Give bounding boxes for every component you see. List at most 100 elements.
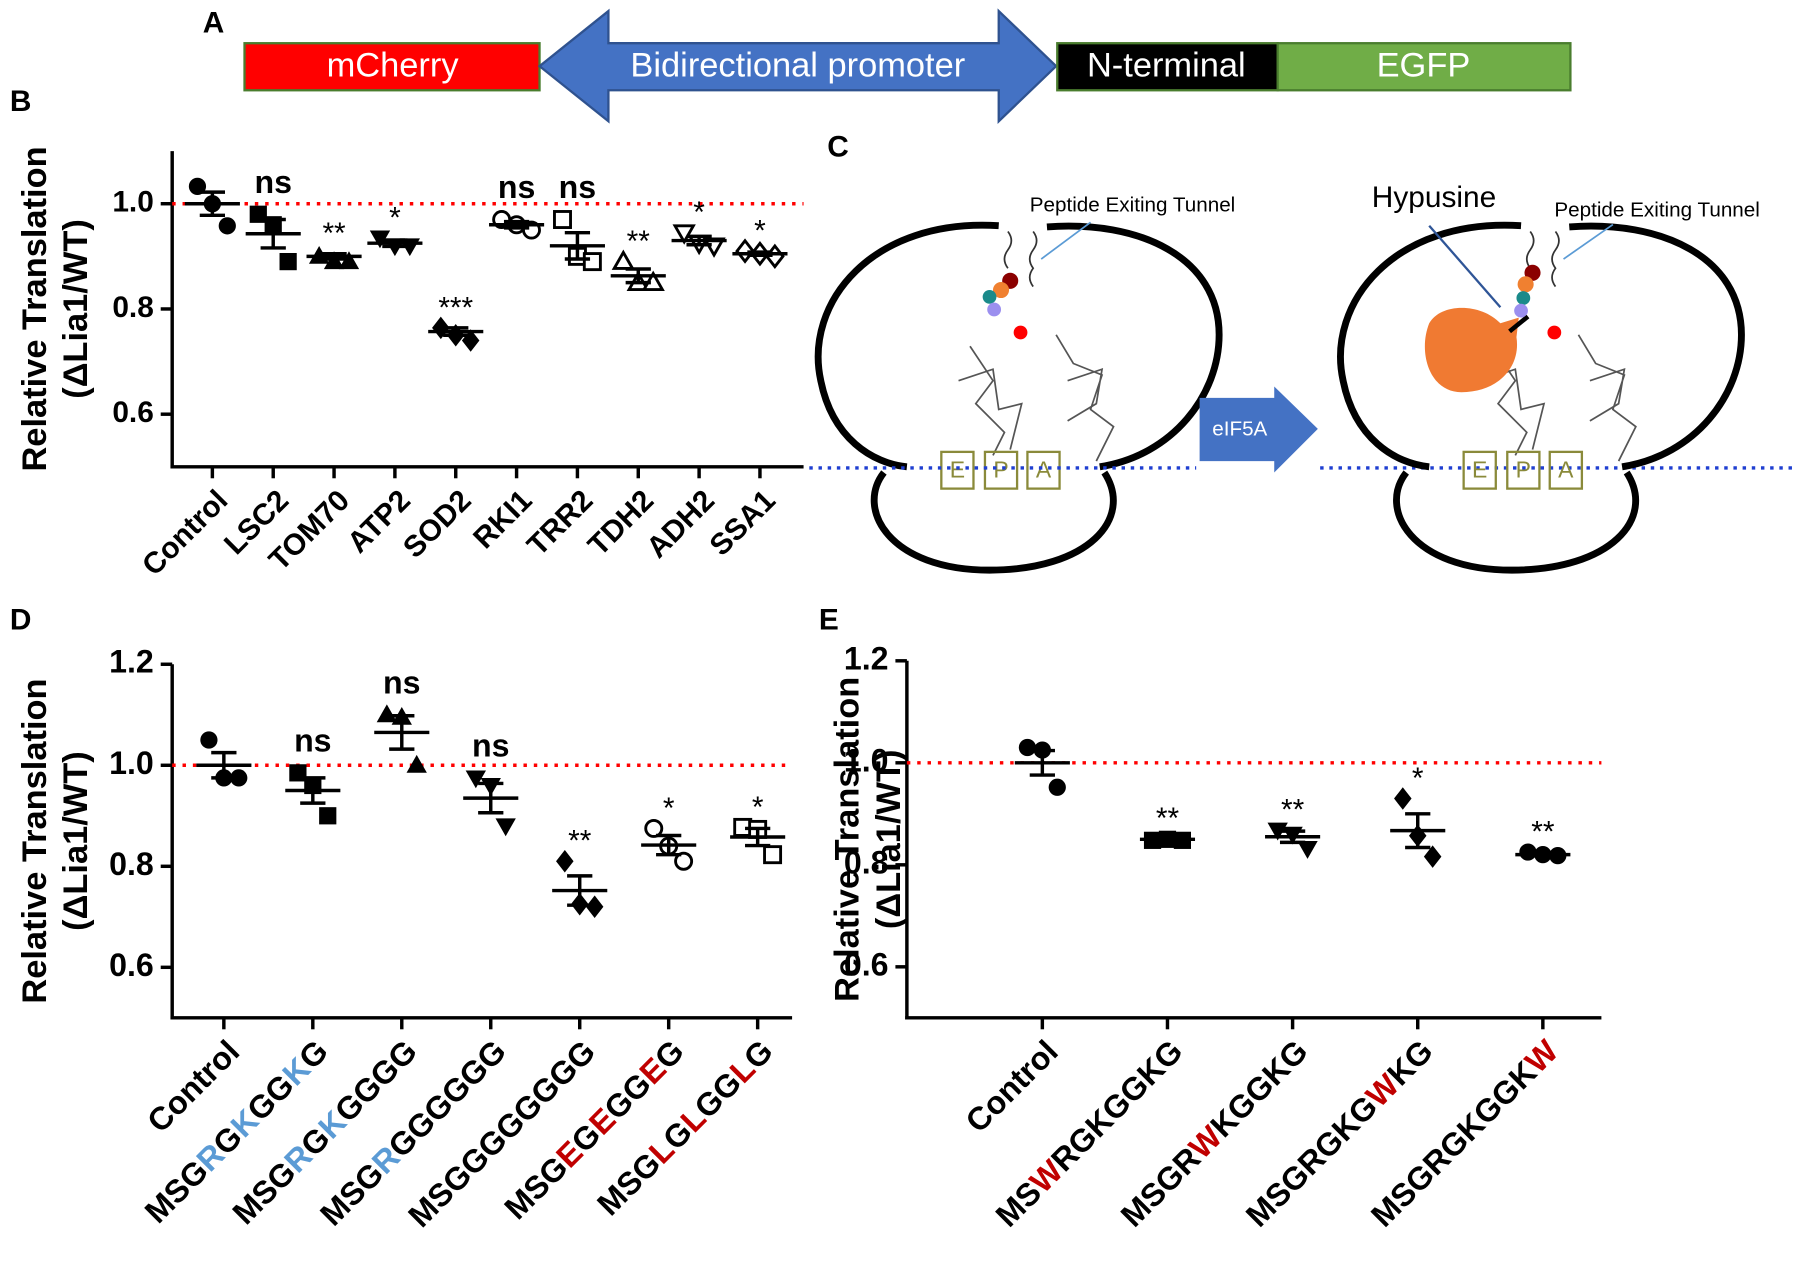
error-bar	[478, 781, 504, 815]
peptide	[1525, 230, 1560, 288]
significance-label: ns	[472, 728, 510, 764]
residue	[1547, 325, 1562, 340]
residue	[1514, 303, 1528, 318]
x-tick-label: MSWRGKGGKG	[989, 1033, 1190, 1234]
point	[218, 217, 236, 235]
residue	[982, 290, 997, 304]
point	[1297, 841, 1318, 859]
point	[582, 252, 602, 272]
residue	[1013, 325, 1028, 340]
hypusine-link	[1508, 314, 1530, 334]
point	[585, 895, 604, 918]
error-bar	[686, 234, 712, 247]
y-tick-label: 0.6	[844, 946, 889, 982]
y-tick-label: 1.2	[844, 640, 889, 676]
significance-label: **	[1156, 802, 1180, 835]
error-bar	[389, 714, 415, 751]
panel-label: D	[10, 604, 32, 637]
significance-label: *	[389, 201, 401, 234]
y-axis-label: (ΔLia1/WT)	[870, 750, 908, 930]
significance-label: ns	[254, 164, 292, 200]
egfp-box	[1276, 42, 1572, 92]
point	[465, 770, 487, 789]
point	[1394, 787, 1412, 810]
significance-label: ns	[294, 722, 331, 758]
x-tick-label: Control	[959, 1033, 1065, 1139]
mcherry-label: mCherry	[327, 46, 460, 84]
nterm-box	[1056, 42, 1279, 92]
x-tick-label: TRR2	[521, 484, 599, 562]
significance-label: **	[1281, 794, 1305, 827]
significance-label: ns	[498, 169, 536, 205]
point	[319, 807, 337, 825]
x-tick-label: SSA1	[704, 484, 782, 562]
error-bar	[1405, 812, 1431, 850]
significance-label: **	[627, 225, 651, 258]
error-bar	[321, 251, 347, 261]
large-subunit	[1337, 221, 1745, 471]
y-tick-label: 0.6	[109, 947, 154, 983]
point	[495, 818, 516, 837]
significance-label: ns	[559, 169, 597, 205]
x-tick-label: Control	[136, 484, 234, 582]
y-axis-label: Relative Translation	[16, 146, 54, 471]
panel-label: C	[827, 131, 849, 164]
significance-label: *	[1412, 762, 1424, 795]
tunnel-label: Peptide Exiting Tunnel	[1030, 194, 1236, 217]
error-bar	[199, 190, 226, 218]
trna	[958, 334, 1115, 462]
point	[763, 845, 783, 865]
eif5a-label: eIF5A	[1212, 418, 1267, 441]
panel-label: A	[203, 7, 225, 40]
large-subunit	[814, 221, 1223, 471]
error-bar	[443, 326, 469, 337]
site-label: A	[1558, 456, 1574, 482]
point	[1018, 738, 1037, 757]
significance-label: *	[754, 215, 766, 248]
error-bar	[656, 833, 682, 857]
point	[1048, 778, 1066, 796]
panel-label: E	[819, 604, 839, 637]
small-subunit	[870, 470, 1117, 574]
site-label: E	[1472, 456, 1487, 482]
significance-label: **	[1531, 816, 1555, 849]
site-box	[983, 450, 1019, 490]
y-axis-label: Relative Translation	[16, 678, 54, 1003]
error-bar	[1029, 748, 1055, 777]
pointer	[1563, 223, 1614, 260]
point	[556, 849, 574, 873]
site-box	[1026, 450, 1061, 490]
residue	[992, 281, 1010, 299]
site-box	[940, 450, 975, 490]
error-bar	[1279, 829, 1306, 845]
y-axis-label: Relative Translation	[829, 677, 867, 1002]
site-label: A	[1036, 456, 1052, 482]
point	[279, 252, 297, 271]
eif5a-arrow	[1199, 386, 1318, 473]
error-bar	[745, 826, 771, 848]
x-tick-label: ADH2	[640, 484, 721, 565]
x-tick-label: SOD2	[397, 484, 478, 565]
construct: mCherry Bidirectional promoter N-termina…	[243, 8, 1572, 124]
error-bar	[747, 250, 773, 258]
point	[644, 818, 664, 838]
peptide	[1003, 230, 1038, 288]
error-bar	[625, 267, 651, 285]
y-tick-label: 1.0	[109, 745, 154, 781]
residue	[1516, 291, 1531, 305]
hypusine-label: Hypusine	[1372, 181, 1496, 214]
site-box	[1462, 450, 1497, 490]
eif5a-blob	[1424, 307, 1519, 393]
error-bar	[564, 230, 591, 261]
error-bar	[1154, 836, 1181, 843]
y-tick-label: 0.8	[109, 846, 154, 882]
significance-label: *	[693, 196, 705, 229]
site-box	[1548, 450, 1584, 490]
error-bar	[211, 750, 237, 780]
residue	[1517, 276, 1534, 293]
nterm-label: N-terminal	[1087, 46, 1246, 84]
y-axis-label: (ΔLia1/WT)	[57, 219, 95, 399]
egfp-label: EGFP	[1377, 46, 1471, 84]
